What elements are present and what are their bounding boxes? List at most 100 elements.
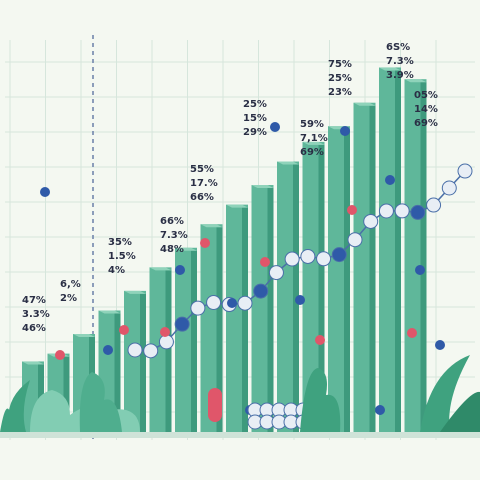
data-label: 35%	[108, 237, 132, 248]
molecule-dot	[227, 298, 237, 308]
data-label: 66%	[190, 192, 214, 203]
molecule-dot	[340, 126, 350, 136]
molecule-dot	[270, 122, 280, 132]
molecule-atom	[190, 300, 206, 316]
data-label-group-7: 59% 7,1% 69%	[300, 119, 328, 158]
molecule-atom	[127, 342, 143, 358]
molecule-atom	[331, 247, 347, 263]
data-label-group-6: 25% 15% 29%	[243, 99, 267, 138]
data-labels-group: 47%3.3%46%6,%2%35%1.5%4%66%7.3%48%55%17.…	[22, 42, 438, 334]
molecule-atom	[394, 203, 410, 219]
molecule-dot	[175, 265, 185, 275]
data-label-group-3: 35% 1.5% 4%	[108, 237, 136, 276]
molecule-dot	[160, 327, 170, 337]
molecule-atom	[143, 343, 159, 359]
molecule-decorations	[40, 122, 473, 430]
data-label-group-4: 66% 7.3% 48%	[160, 216, 188, 255]
molecule-atom	[237, 295, 253, 311]
data-label: 29%	[243, 127, 267, 138]
molecule-atom	[347, 232, 363, 248]
molecule-dot	[40, 187, 50, 197]
data-label: 25%	[243, 99, 267, 110]
data-label: 69%	[300, 147, 324, 158]
data-label: 69%	[414, 118, 438, 129]
molecule-dot	[347, 205, 357, 215]
data-label: 6,%	[60, 279, 81, 290]
bar-7	[175, 247, 197, 432]
molecule-atom	[174, 316, 190, 332]
data-label: 2%	[60, 293, 77, 304]
data-label: 4%	[108, 265, 125, 276]
molecule-dot	[385, 175, 395, 185]
leaf	[420, 355, 470, 432]
bar-16	[404, 79, 427, 432]
plant-decorations	[0, 355, 480, 438]
data-label-group-9: 6S% 7.3% 3.9%	[386, 42, 414, 81]
molecule-atom	[316, 251, 332, 267]
molecule-dot	[407, 328, 417, 338]
data-label: 7.3%	[160, 230, 188, 241]
molecule-dot	[103, 345, 113, 355]
data-label: 17.%	[190, 178, 218, 189]
bar-5	[124, 290, 146, 432]
molecule-atom	[426, 197, 442, 213]
data-label: 23%	[328, 87, 352, 98]
data-label: 14%	[414, 104, 438, 115]
data-label-group-10: 05% 14% 69%	[414, 90, 438, 129]
bars-group	[22, 67, 427, 433]
molecule-dot	[55, 350, 65, 360]
capsule-shape	[208, 388, 222, 422]
data-label-group-2: 6,%2%	[60, 279, 81, 304]
data-label: 3.9%	[386, 70, 414, 81]
molecule-dot	[119, 325, 129, 335]
blob-shape	[79, 372, 122, 432]
data-label: 59%	[300, 119, 324, 130]
molecule-atom	[441, 180, 457, 196]
molecule-dot	[295, 295, 305, 305]
molecule-dot	[260, 257, 270, 267]
bar-8	[200, 224, 223, 432]
data-label-group-5: 55% 17.% 66%	[190, 164, 218, 203]
bar-15	[379, 67, 401, 432]
leaf	[8, 380, 31, 432]
molecule-atom	[284, 251, 300, 267]
molecule-atom	[410, 204, 426, 220]
molecule-atom	[206, 294, 222, 310]
data-label: 25%	[328, 73, 352, 84]
bar-11	[277, 161, 299, 432]
molecule-dot	[200, 238, 210, 248]
molecule-atom	[300, 248, 316, 264]
molecule-dot	[435, 340, 445, 350]
molecule-dot	[375, 405, 385, 415]
molecule-atom	[363, 213, 379, 229]
data-label: 6S%	[386, 42, 410, 53]
molecule-atom	[158, 334, 174, 350]
bar-6	[149, 267, 172, 432]
molecule-atom	[457, 163, 473, 179]
molecule-dot	[415, 265, 425, 275]
molecule-atom	[378, 203, 394, 219]
bar-12	[302, 141, 325, 433]
data-label: 15%	[243, 113, 267, 124]
data-label: 48%	[160, 244, 184, 255]
data-label-group-8: 75% 25% 23%	[328, 59, 352, 98]
data-label: 75%	[328, 59, 352, 70]
blob-shape	[300, 368, 341, 432]
data-label: 05%	[414, 90, 438, 101]
data-label: 3.3%	[22, 309, 50, 320]
leaf	[440, 391, 480, 432]
data-label: 55%	[190, 164, 214, 175]
bar-10	[251, 185, 274, 432]
data-label: 66%	[160, 216, 184, 227]
data-label: 7,1%	[300, 133, 328, 144]
bar-9	[226, 204, 248, 432]
molecule-atom	[253, 283, 269, 299]
ground-line	[0, 432, 480, 438]
bar-13	[328, 126, 350, 433]
data-label: 47%	[22, 295, 46, 306]
data-label-group-1: 47% 3.3% 46%	[22, 295, 50, 334]
molecule-dot	[315, 335, 325, 345]
data-label: 1.5%	[108, 251, 136, 262]
